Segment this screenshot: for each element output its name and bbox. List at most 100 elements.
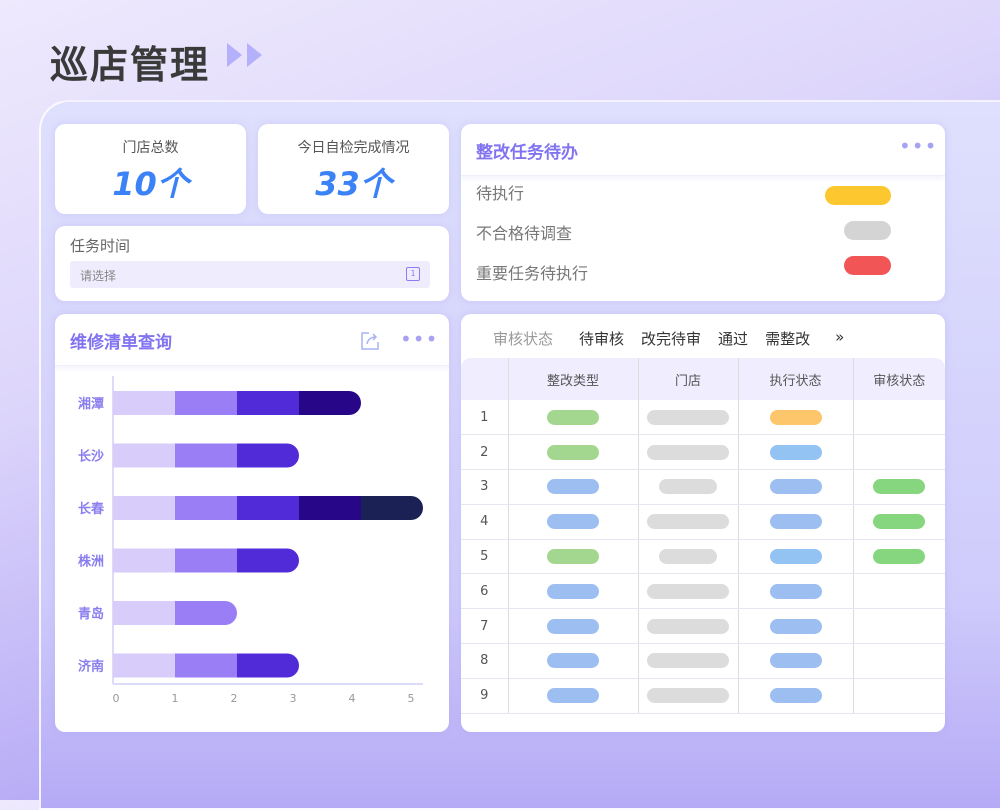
category-label: 长春 bbox=[78, 501, 105, 517]
todo-item[interactable]: 不合格待调查 bbox=[476, 224, 573, 243]
filter-label: 审核状态 bbox=[493, 330, 554, 348]
type-cell bbox=[507, 504, 638, 540]
store-pill bbox=[659, 549, 717, 565]
bar-segment bbox=[175, 443, 237, 468]
audit-status-cell bbox=[852, 469, 945, 505]
audit-status-cell bbox=[852, 678, 945, 714]
row-index: 9 bbox=[461, 678, 508, 714]
store-cell bbox=[637, 573, 738, 610]
x-tick-label: 3 bbox=[290, 692, 297, 705]
exec-status-cell bbox=[737, 539, 853, 575]
more-icon[interactable]: ••• bbox=[400, 327, 439, 351]
type-cell bbox=[507, 608, 638, 645]
table-row[interactable]: 5 bbox=[461, 539, 945, 575]
table-row[interactable]: 1 bbox=[461, 400, 945, 436]
category-label: 长沙 bbox=[78, 449, 104, 465]
x-tick-label: 1 bbox=[172, 692, 179, 705]
row-index: 5 bbox=[461, 539, 508, 575]
type-cell bbox=[507, 469, 638, 505]
type-cell bbox=[507, 434, 638, 471]
store-pill bbox=[659, 479, 717, 495]
date-picker-input[interactable]: 请选择 1 bbox=[70, 261, 430, 288]
table-row[interactable]: 7 bbox=[461, 608, 945, 645]
rectification-table-card: 审核状态 待审核 改完待审 通过 需整改 » 整改类型 门店 执行状态 审核状态… bbox=[461, 314, 945, 732]
audit-status-cell bbox=[852, 504, 945, 540]
more-filters-icon[interactable]: » bbox=[835, 328, 845, 346]
filter-tab[interactable]: 需整改 bbox=[765, 330, 811, 348]
todo-item[interactable]: 待执行 bbox=[476, 184, 525, 203]
exec-status-pill bbox=[769, 653, 822, 669]
table-row[interactable]: 3 bbox=[461, 469, 945, 505]
bar-segment bbox=[175, 601, 237, 625]
bar-segment bbox=[237, 443, 299, 468]
store-pill bbox=[647, 514, 729, 530]
filter-tab[interactable]: 待审核 bbox=[579, 330, 625, 348]
bar-segment bbox=[237, 548, 299, 573]
bar-segment bbox=[113, 391, 175, 415]
type-pill bbox=[547, 514, 599, 530]
self-check-card: 今日自检完成情况 33个 bbox=[258, 124, 449, 214]
chart-header: 维修清单查询 ••• bbox=[55, 314, 449, 366]
audit-status-cell bbox=[852, 400, 945, 436]
row-index: 4 bbox=[461, 504, 508, 540]
exec-status-cell bbox=[737, 608, 853, 645]
task-time-label: 任务时间 bbox=[70, 237, 131, 255]
type-pill bbox=[547, 444, 599, 460]
filter-tab[interactable]: 通过 bbox=[718, 330, 749, 348]
column-header: 审核状态 bbox=[852, 358, 945, 400]
type-pill bbox=[547, 479, 599, 495]
table-row[interactable]: 2 bbox=[461, 434, 945, 471]
export-icon[interactable] bbox=[360, 331, 380, 351]
filter-tab[interactable]: 改完待审 bbox=[641, 330, 702, 348]
bar-segment bbox=[299, 391, 361, 415]
x-tick-label: 5 bbox=[408, 692, 415, 705]
exec-status-pill bbox=[769, 688, 822, 704]
store-cell bbox=[637, 504, 738, 540]
row-index: 1 bbox=[461, 400, 508, 436]
exec-status-cell bbox=[737, 400, 853, 436]
todo-title: 整改任务待办 bbox=[476, 143, 578, 163]
x-tick-label: 2 bbox=[231, 692, 238, 705]
exec-status-cell bbox=[737, 643, 853, 679]
bar-segment bbox=[113, 653, 175, 678]
stat-label: 门店总数 bbox=[122, 140, 179, 156]
column-header: 执行状态 bbox=[737, 358, 853, 400]
column-header bbox=[461, 358, 508, 400]
play-icon bbox=[247, 43, 262, 67]
type-cell bbox=[507, 400, 638, 436]
store-cell bbox=[637, 539, 738, 575]
exec-status-pill bbox=[769, 409, 822, 425]
table-row[interactable]: 4 bbox=[461, 504, 945, 540]
exec-status-pill bbox=[769, 479, 822, 495]
category-label: 济南 bbox=[78, 659, 104, 675]
category-label: 湘潭 bbox=[78, 396, 104, 412]
column-header: 整改类型 bbox=[507, 358, 638, 400]
exec-status-pill bbox=[769, 583, 822, 599]
store-cell bbox=[637, 678, 738, 714]
table-row[interactable]: 8 bbox=[461, 643, 945, 679]
chart-card-title: 维修清单查询 bbox=[70, 333, 172, 353]
audit-status-cell bbox=[852, 643, 945, 679]
bar-segment bbox=[175, 653, 237, 678]
bar-segment bbox=[237, 496, 299, 520]
table-row[interactable]: 6 bbox=[461, 573, 945, 610]
type-pill bbox=[547, 618, 599, 634]
exec-status-pill bbox=[769, 549, 822, 565]
row-index: 6 bbox=[461, 573, 508, 610]
todo-item[interactable]: 重要任务待执行 bbox=[476, 264, 589, 283]
exec-status-cell bbox=[737, 434, 853, 471]
table-row[interactable]: 9 bbox=[461, 678, 945, 714]
todo-card: 整改任务待办 ••• 待执行 不合格待调查 重要任务待执行 bbox=[461, 124, 945, 301]
bar-segment bbox=[361, 496, 423, 520]
task-time-card: 任务时间 请选择 1 bbox=[55, 226, 449, 301]
exec-status-pill bbox=[769, 444, 822, 460]
type-pill bbox=[547, 549, 599, 565]
bar-segment bbox=[113, 443, 175, 468]
exec-status-cell bbox=[737, 678, 853, 714]
bar-segment bbox=[237, 391, 299, 415]
calendar-icon[interactable]: 1 bbox=[406, 267, 420, 281]
stat-value: 33个 bbox=[315, 165, 392, 203]
x-tick-label: 4 bbox=[349, 692, 356, 705]
store-pill bbox=[647, 444, 729, 460]
more-icon[interactable]: ••• bbox=[899, 134, 938, 158]
